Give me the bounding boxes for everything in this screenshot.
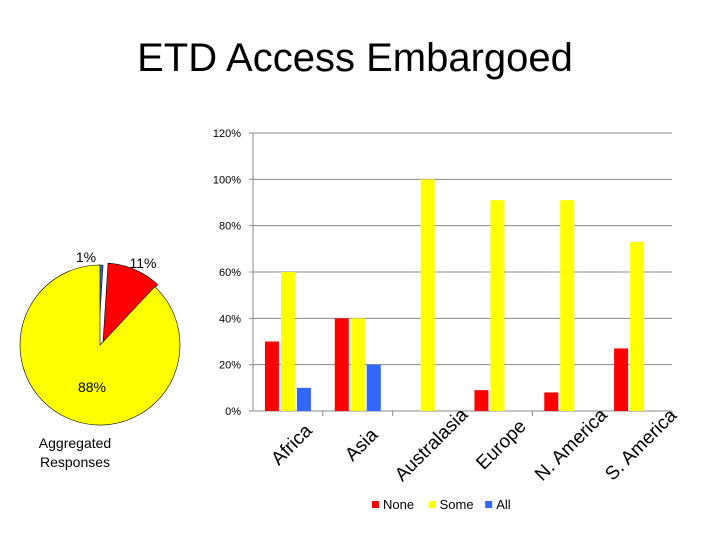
y-tick-label: 80% — [219, 221, 241, 233]
pie-slice-none — [102, 262, 159, 344]
bar-africa-some — [280, 272, 295, 411]
legend-label-none: None — [383, 497, 414, 512]
pie-caption-line: Responses — [40, 454, 110, 470]
x-tick-label: Australasia — [391, 404, 473, 486]
y-tick-label: 20% — [219, 360, 241, 372]
pie-label-some: 88% — [78, 379, 106, 395]
y-tick-label: 100% — [213, 174, 241, 186]
x-tick-label: Asia — [341, 424, 382, 465]
bar-asia-none — [334, 318, 349, 411]
bar-asia-all — [366, 364, 381, 411]
x-tick-label: Europe — [472, 416, 530, 474]
pie-label-all: 1% — [76, 249, 96, 265]
bar-africa-none — [264, 341, 279, 411]
pie-caption-line: Aggregated — [39, 435, 111, 451]
legend-swatch-some — [428, 501, 436, 508]
y-tick-label: 0% — [225, 406, 241, 418]
bar-europe-some — [490, 200, 505, 411]
bar-n-america-none — [544, 392, 559, 411]
pie-slice-some — [19, 264, 181, 426]
pie-caption: Aggregated Responses — [39, 435, 111, 470]
bar-s-america-none — [614, 348, 629, 411]
x-tick-label: S. America — [601, 405, 681, 485]
bar-n-america-some — [560, 200, 575, 411]
bar-australasia-some — [420, 179, 435, 411]
y-tick-label: 40% — [219, 313, 241, 325]
legend-label-some: Some — [440, 497, 474, 512]
bar-asia-some — [350, 318, 365, 411]
bar-europe-none — [474, 390, 489, 411]
legend-swatch-none — [372, 501, 379, 508]
legend-swatch-all — [485, 501, 493, 508]
page-title: ETD Access Embargoed — [137, 36, 573, 80]
pie-label-none: 11% — [130, 255, 157, 271]
bar-africa-all — [296, 387, 311, 411]
legend-label-all: All — [496, 497, 511, 512]
bar-s-america-some — [630, 241, 645, 411]
y-tick-label: 120% — [213, 128, 241, 140]
x-tick-label: Africa — [267, 420, 316, 469]
x-tick-label: N. America — [531, 405, 612, 486]
y-tick-label: 60% — [219, 267, 241, 279]
